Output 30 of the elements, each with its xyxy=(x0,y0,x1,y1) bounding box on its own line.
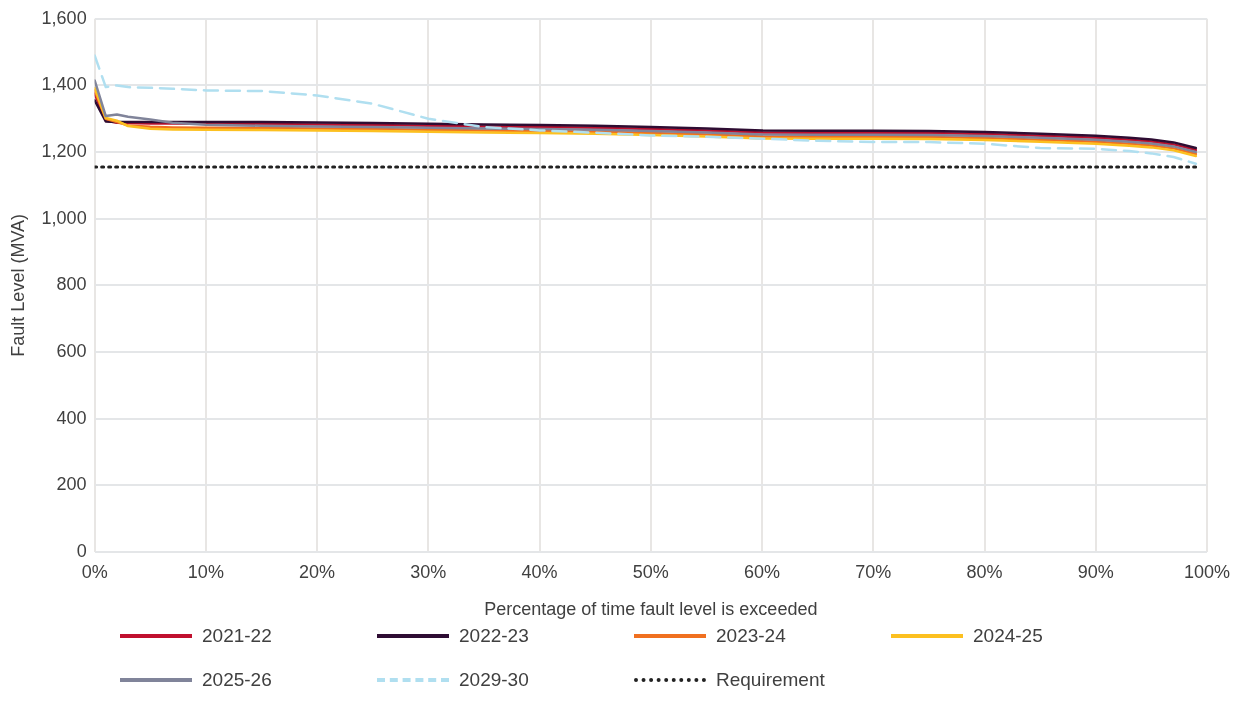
x-tick-label: 10% xyxy=(187,561,224,582)
y-tick-label: 400 xyxy=(56,407,87,428)
x-axis-title: Percentage of time fault level is exceeded xyxy=(484,599,818,620)
y-tick-label: 200 xyxy=(56,474,87,495)
x-tick-label: 50% xyxy=(632,561,669,582)
legend-label: 2025-26 xyxy=(202,669,272,691)
legend-label: 2021-22 xyxy=(202,625,272,647)
x-tick-label: 40% xyxy=(521,561,558,582)
y-tick-label: 1,600 xyxy=(41,7,87,28)
legend-label: Requirement xyxy=(716,669,825,691)
legend-label: 2029-30 xyxy=(459,669,529,691)
y-tick-label: 1,000 xyxy=(41,207,87,228)
y-tick-label: 1,400 xyxy=(41,74,87,95)
x-tick-label: 20% xyxy=(299,561,336,582)
y-axis-title: Fault Level (MVA) xyxy=(7,213,28,357)
legend-label: 2022-23 xyxy=(459,625,529,647)
x-tick-label: 0% xyxy=(81,561,108,582)
x-tick-label: 70% xyxy=(855,561,892,582)
legend-label: 2024-25 xyxy=(973,625,1043,647)
legend-label: 2023-24 xyxy=(716,625,786,647)
x-tick-label: 100% xyxy=(1183,561,1231,582)
x-tick-label: 90% xyxy=(1077,561,1114,582)
x-tick-label: 30% xyxy=(410,561,447,582)
y-tick-label: 1,200 xyxy=(41,141,87,162)
y-tick-label: 600 xyxy=(56,340,87,361)
x-tick-label: 60% xyxy=(744,561,781,582)
y-tick-label: 800 xyxy=(56,274,87,295)
x-tick-label: 80% xyxy=(966,561,1003,582)
y-tick-label: 0 xyxy=(76,540,87,561)
line-series xyxy=(94,54,1198,165)
